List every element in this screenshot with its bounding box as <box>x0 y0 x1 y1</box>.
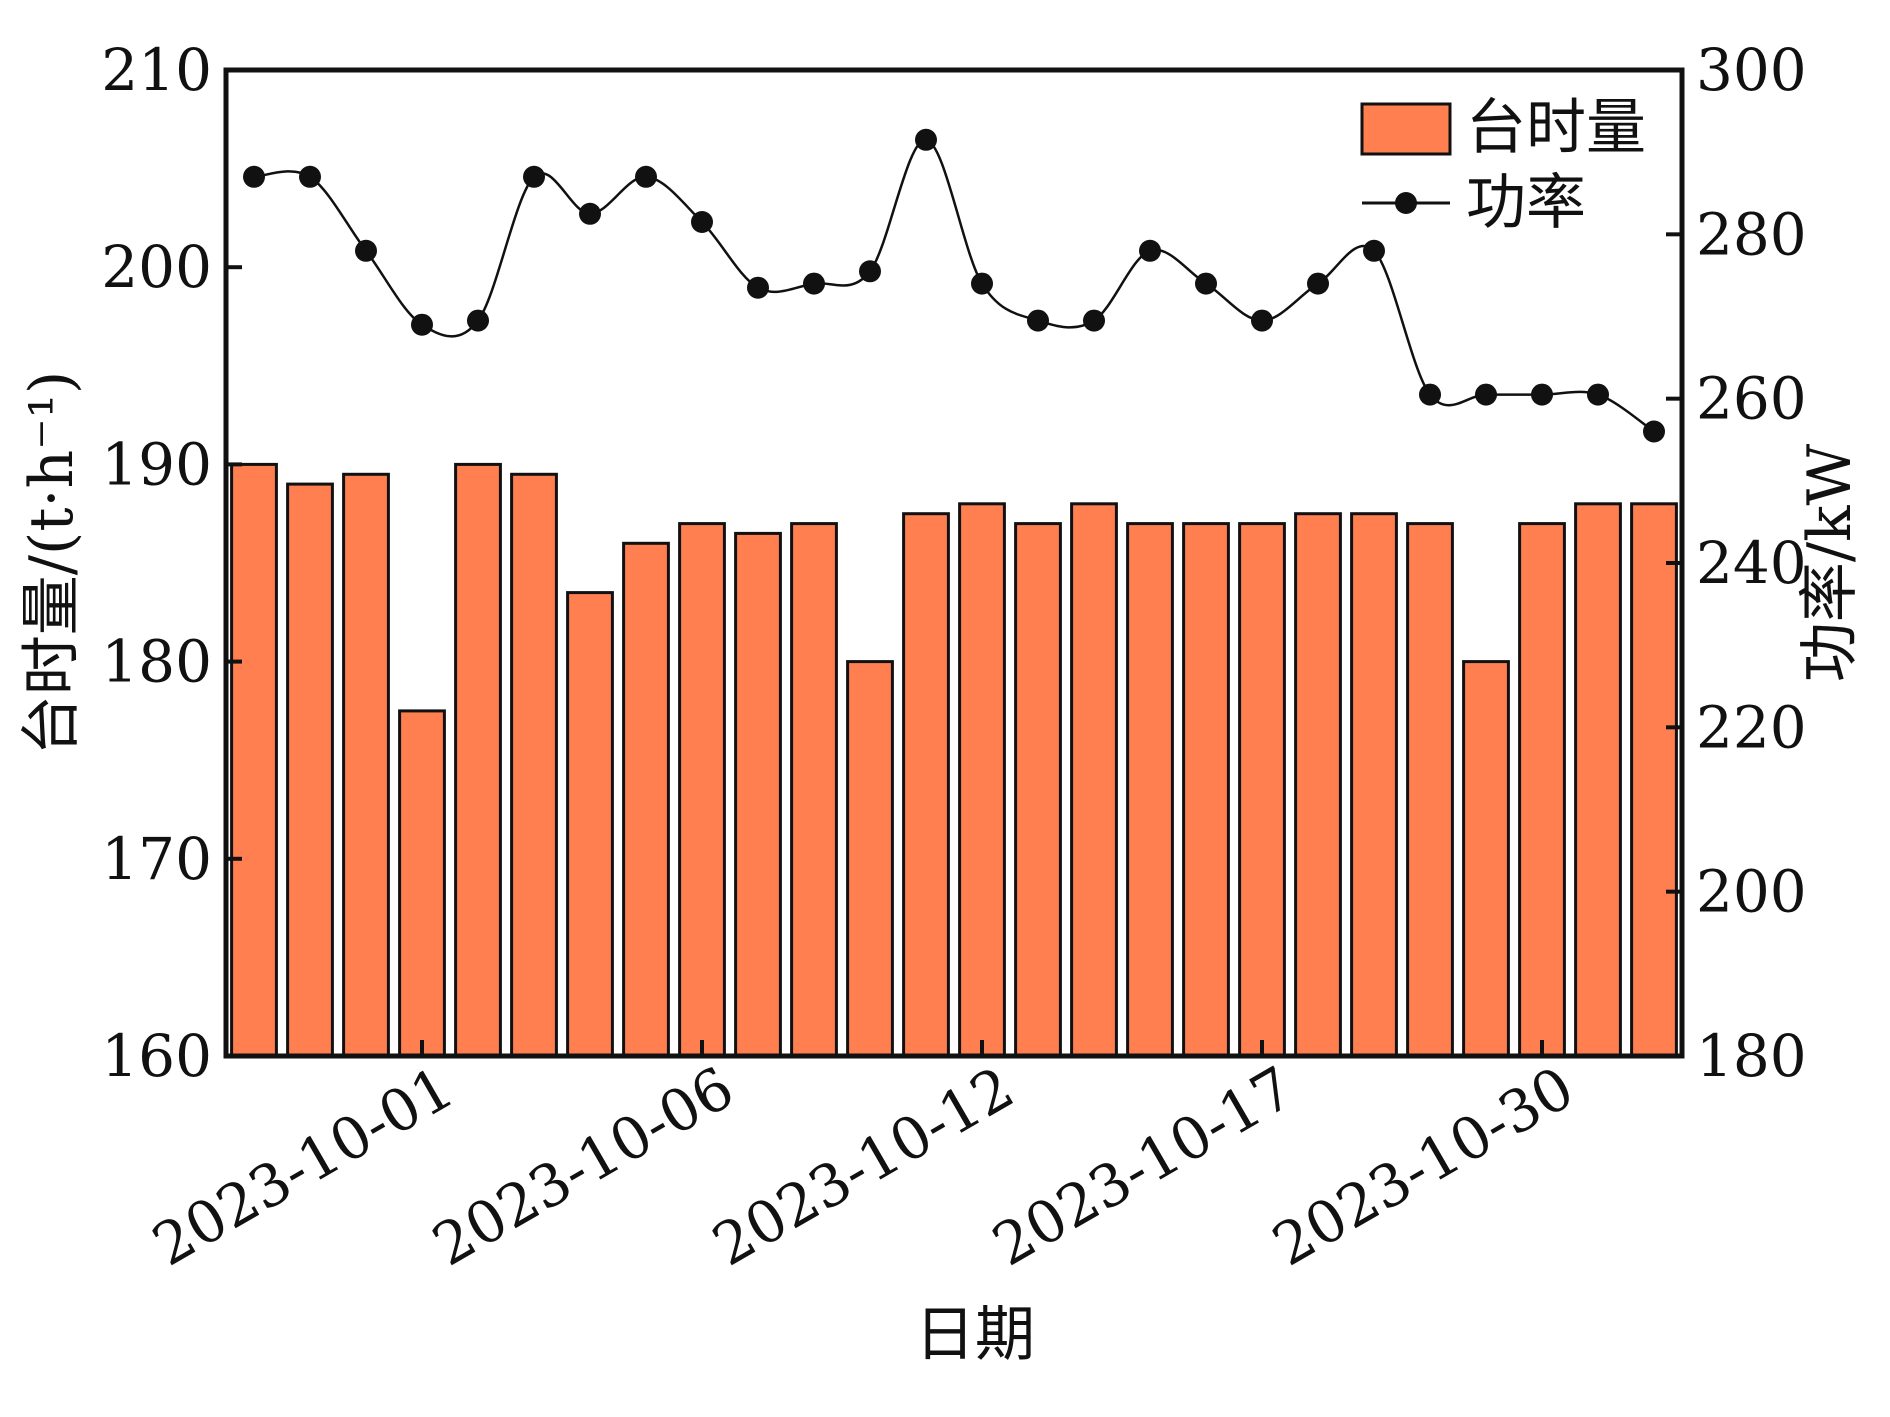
line-point <box>803 272 825 295</box>
line-point <box>579 202 601 225</box>
bar <box>790 522 838 1058</box>
y-right-tick-label: 280 <box>1696 200 1807 268</box>
line-point <box>467 309 489 332</box>
y-right-tick-label: 180 <box>1696 1022 1807 1090</box>
bar <box>1462 660 1510 1058</box>
line-point <box>1251 309 1273 332</box>
bar <box>734 531 782 1058</box>
line-point <box>1139 239 1161 262</box>
bar <box>510 472 558 1058</box>
x-tick-label: 2023-10-12 <box>701 1053 1025 1279</box>
line-point <box>691 211 713 233</box>
y-right-tick-label: 300 <box>1696 36 1807 104</box>
x-axis-title: 日期 <box>915 1300 1035 1370</box>
line-point <box>523 165 545 188</box>
line-point <box>1195 272 1217 295</box>
x-tick-label: 2023-10-30 <box>1261 1053 1585 1279</box>
bar <box>454 462 502 1058</box>
bar <box>1406 522 1454 1058</box>
bar <box>566 591 614 1058</box>
line-point <box>243 165 265 188</box>
line-point <box>355 239 377 262</box>
y-left-tick-label: 160 <box>101 1022 212 1090</box>
y-left-tick-label: 180 <box>101 628 212 696</box>
legend-label-bar: 台时量 <box>1466 93 1646 163</box>
y-left-tick-label: 170 <box>101 825 212 893</box>
line-layer <box>243 128 1665 443</box>
bar <box>1182 522 1230 1058</box>
line-point <box>915 128 937 151</box>
line-point <box>1531 383 1553 406</box>
line-point <box>1307 272 1329 295</box>
bar <box>1630 502 1678 1058</box>
y-right-tick-label: 260 <box>1696 365 1807 433</box>
line-point <box>1475 383 1497 406</box>
bar <box>398 709 446 1058</box>
line-point <box>1643 420 1665 443</box>
line-point <box>859 260 881 283</box>
legend-swatch-marker <box>1395 192 1417 214</box>
bar <box>1126 522 1174 1058</box>
bar <box>678 522 726 1058</box>
bar <box>1518 522 1566 1058</box>
x-tick-label: 2023-10-17 <box>981 1053 1305 1279</box>
bar <box>622 541 670 1058</box>
line-point <box>635 165 657 188</box>
bar <box>1574 502 1622 1058</box>
bars-layer <box>230 462 1678 1058</box>
line-point <box>299 165 321 188</box>
y-right-tick-label: 200 <box>1696 858 1807 926</box>
bar <box>342 472 390 1058</box>
y-axis-right-title: 功率/kW <box>1795 444 1865 683</box>
line-point <box>1419 383 1441 406</box>
legend-swatch-bar <box>1360 102 1452 156</box>
bar <box>286 482 334 1058</box>
bar <box>1350 512 1398 1058</box>
y-axis-left-title: 台时量/(t·h⁻¹) <box>17 371 87 756</box>
bar <box>958 502 1006 1058</box>
line-point <box>971 272 993 295</box>
y-right-tick-label: 240 <box>1696 529 1807 597</box>
x-tick-label: 2023-10-06 <box>421 1053 745 1279</box>
y-right-tick-label: 220 <box>1696 693 1807 761</box>
bar <box>1014 522 1062 1058</box>
line-point <box>747 276 769 299</box>
bar <box>846 660 894 1058</box>
bar <box>1070 502 1118 1058</box>
y-left-tick-label: 200 <box>101 233 212 301</box>
line-point <box>1363 239 1385 262</box>
y-left-tick-label: 210 <box>101 36 212 104</box>
line-point <box>411 313 433 336</box>
legend: 台时量 功率 <box>1360 93 1646 238</box>
bar <box>1238 522 1286 1058</box>
line-series-power <box>253 138 1655 433</box>
bar <box>230 462 278 1058</box>
bar <box>902 512 950 1058</box>
bar <box>1294 512 1342 1058</box>
line-point <box>1083 309 1105 332</box>
line-point <box>1587 383 1609 406</box>
y-left-tick-label: 190 <box>101 430 212 498</box>
line-point <box>1027 309 1049 332</box>
legend-label-line: 功率 <box>1466 168 1586 238</box>
